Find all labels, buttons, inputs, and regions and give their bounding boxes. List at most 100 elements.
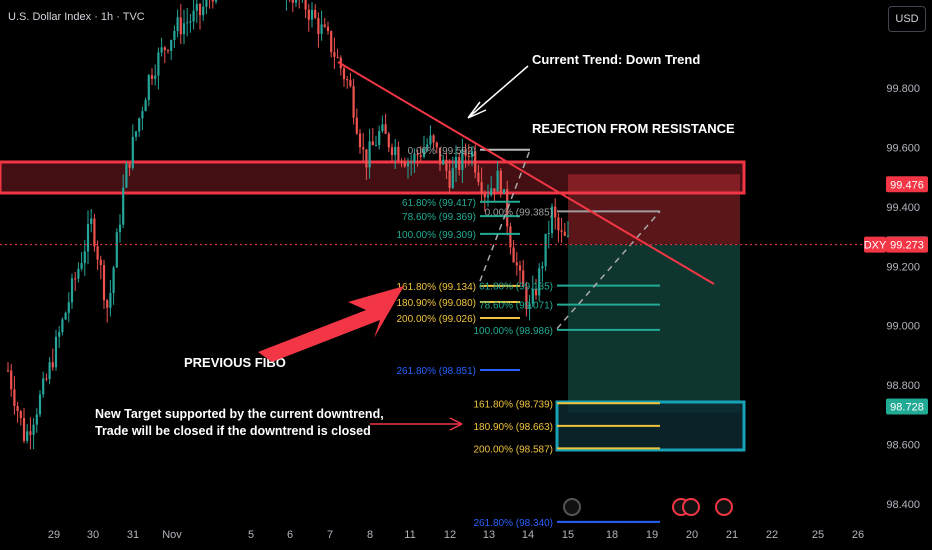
candle-body [346,79,349,81]
candle-body [198,3,202,16]
candle-body [419,155,422,157]
candle-body [560,230,563,232]
candle-body [93,218,96,247]
candle-body [467,156,470,158]
candle-body [99,259,102,266]
price-tag [886,236,928,253]
x-tick-label: 12 [444,529,456,541]
candle-body [70,278,74,303]
candle-body [51,362,54,368]
candle-body [54,336,58,368]
candle-body [563,231,566,236]
candle-body [80,263,83,269]
candle-body [342,68,346,80]
x-tick-label: 5 [248,529,254,541]
candle-body [518,265,522,271]
note-rejection: REJECTION FROM RESISTANCE [532,121,735,136]
candle-body [214,0,218,2]
price-tag [886,176,928,193]
price-tag-label: 98.728 [890,402,924,414]
candle-body [170,40,173,51]
candle-body [96,246,99,260]
candle-body [426,144,429,149]
fib-diagonal [556,210,661,330]
y-tick-label: 98.400 [886,499,920,511]
candle-body [125,163,128,188]
event-flag-icon [682,498,700,516]
note-new-target-1: New Target supported by the current down… [95,407,384,421]
candle-body [499,170,502,194]
x-tick-label: 29 [48,529,60,541]
candle-body [35,414,38,425]
candle-body [317,17,320,35]
fib-lower-label: 200.00% (98.587) [473,444,553,455]
y-tick-label: 99.400 [886,202,920,214]
candle-body [550,206,554,234]
candle-body [493,188,496,192]
x-tick-label: 14 [522,529,534,541]
fib-upper-label: 261.80% (98.851) [396,366,476,377]
candle-body [502,189,506,194]
x-tick-label: 20 [686,529,698,541]
candle-body [362,147,365,150]
candle-body [314,9,317,18]
candle-body [445,159,448,171]
candle-body [480,182,483,194]
candle-body [45,378,48,380]
y-tick-label: 99.000 [886,321,920,333]
price-tag-label: 99.273 [890,240,924,252]
price-tag [886,398,928,415]
candle-body [352,86,355,118]
candle-body [38,394,42,415]
event-flag-icon [563,498,581,516]
fib-lower-label: 0.00% (99.385) [485,207,553,218]
price-tag-label: DXY [864,240,887,252]
candle-body [64,312,67,320]
fib-lower-label: 161.80% (98.739) [473,399,553,410]
candle-body [461,149,464,170]
candle-body [310,9,314,20]
candle-body [387,133,390,148]
candle-body [326,26,330,32]
candle-body [320,24,323,35]
candle-body [541,266,544,269]
candle-body [182,23,186,35]
candle-body [202,6,205,16]
y-tick-label: 99.200 [886,261,920,273]
candle-body [403,162,406,167]
candle-body [83,251,86,264]
candle-body [16,406,19,411]
fib-upper-label: 161.80% (99.134) [396,282,476,293]
x-tick-label: 6 [287,529,293,541]
candle-body [554,206,557,218]
candle-body [470,151,474,158]
currency-button[interactable]: USD [888,6,926,32]
candle-body [557,217,560,231]
candle-body [544,233,547,267]
candle-body [477,172,480,183]
candle-body [566,235,570,237]
stop-loss-zone [568,174,740,245]
candle-body [442,159,445,165]
candle-body [358,133,362,148]
candle-body [515,262,518,266]
candle-body [186,22,189,24]
candle-body [77,268,80,279]
candle-body [330,31,333,53]
candle-body [211,0,214,2]
candle-body [13,389,16,407]
x-tick-label: 15 [562,529,574,541]
candle-body [371,141,374,146]
candle-body [90,218,93,225]
candle-body [432,135,435,143]
candle-body [349,80,352,87]
candle-body [6,370,10,372]
candle-body [144,100,147,112]
x-tick-label: 19 [646,529,658,541]
y-tick-label: 98.800 [886,380,920,392]
price-tag [864,236,886,253]
candle-body [438,147,442,165]
fib-lower-label: 100.00% (98.986) [473,326,553,337]
candle-body [166,50,170,52]
